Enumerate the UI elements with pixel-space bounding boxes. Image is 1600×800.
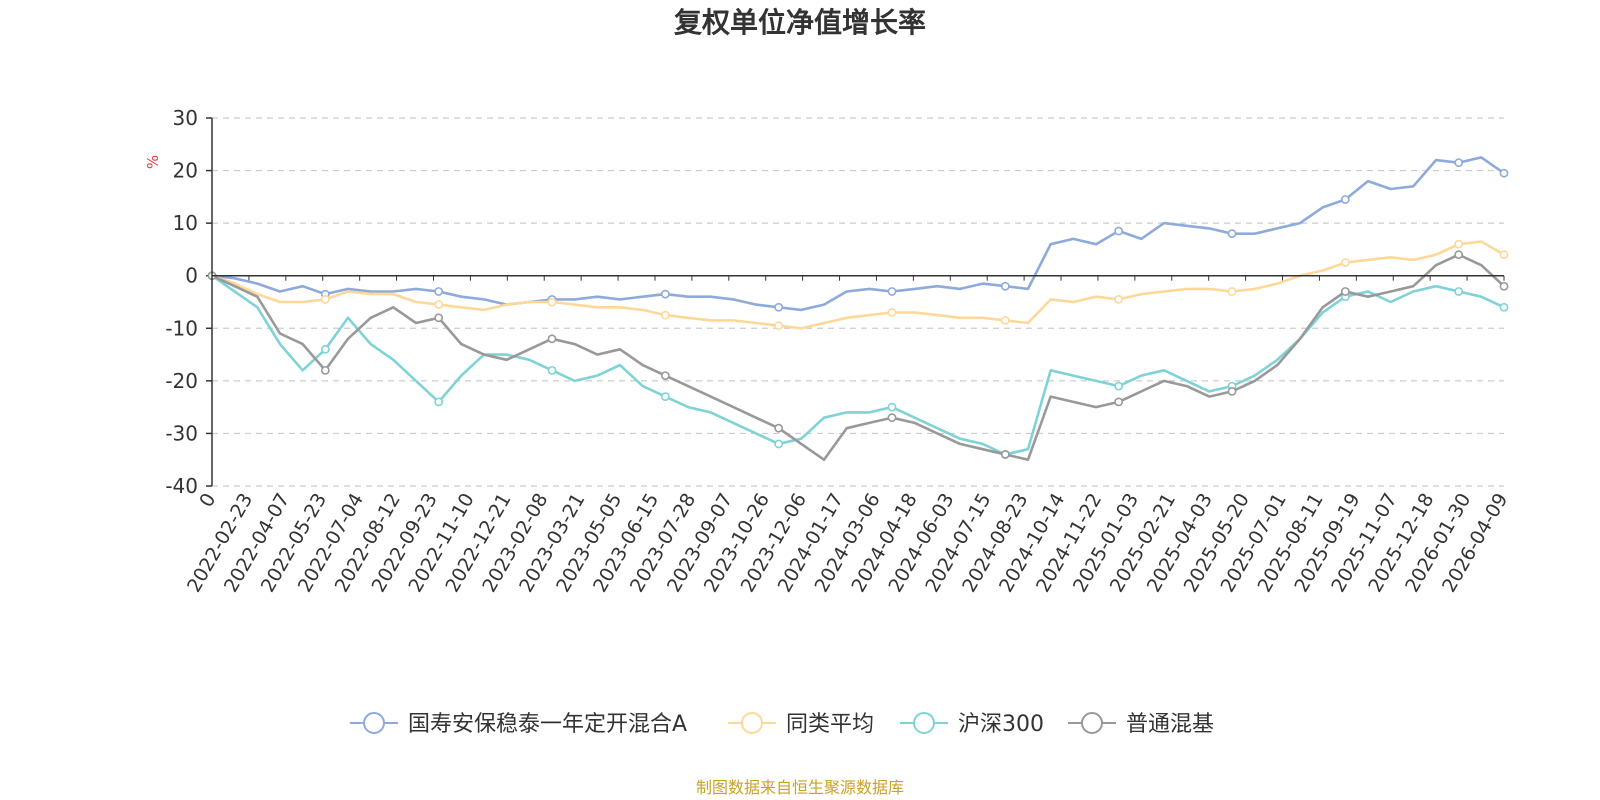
series-1 xyxy=(207,239,1509,331)
data-point xyxy=(1227,386,1237,396)
data-point xyxy=(660,289,670,299)
data-point xyxy=(660,392,670,402)
data-point xyxy=(547,334,557,344)
legend: 国寿安保稳泰一年定开混合A 同类平均 沪深300 普通混基 xyxy=(350,712,1214,737)
data-point xyxy=(434,397,444,407)
data-point xyxy=(1454,158,1464,168)
data-point xyxy=(1454,250,1464,260)
legend-marker xyxy=(1081,712,1103,734)
data-point xyxy=(887,402,897,412)
legend-marker xyxy=(913,712,935,734)
data-point xyxy=(1227,287,1237,296)
series-line xyxy=(211,253,1505,462)
series-line xyxy=(211,274,1505,456)
data-point xyxy=(1114,381,1124,391)
chart-title: 复权单位净值增长率 xyxy=(674,6,926,39)
data-point xyxy=(660,310,670,320)
data-point xyxy=(774,423,784,433)
data-point xyxy=(320,294,330,304)
legend-item[interactable]: 同类平均 xyxy=(728,712,874,737)
y-tick-label: 10 xyxy=(173,211,198,235)
data-point xyxy=(1499,250,1509,260)
data-point xyxy=(1114,226,1124,236)
legend-label: 沪深300 xyxy=(958,712,1044,737)
data-point xyxy=(660,371,670,380)
data-point xyxy=(1000,315,1010,325)
y-tick-label: -30 xyxy=(165,421,198,445)
data-point xyxy=(1499,302,1509,312)
data-point xyxy=(1114,397,1124,407)
legend-label: 普通混基 xyxy=(1126,712,1214,737)
y-tick-label: -20 xyxy=(165,369,198,393)
y-tick-label: 0 xyxy=(185,264,198,288)
grid xyxy=(212,117,1504,487)
data-point xyxy=(434,300,444,310)
data-point xyxy=(887,308,897,317)
data-point xyxy=(1454,287,1464,296)
data-point xyxy=(1454,239,1464,249)
data-point xyxy=(1499,168,1509,178)
data-point xyxy=(1000,450,1010,459)
series-0 xyxy=(207,156,1509,312)
y-axis-label: % xyxy=(144,155,162,169)
data-point xyxy=(887,413,897,423)
data-point xyxy=(1000,281,1010,291)
y-ticks: 30 20 10 0 -10 -20 -30 -40 xyxy=(165,106,212,498)
legend-item[interactable]: 普通混基 xyxy=(1068,712,1214,737)
data-point xyxy=(1340,287,1350,296)
data-point xyxy=(434,313,444,323)
y-tick-label: -10 xyxy=(165,316,198,340)
series-line xyxy=(211,156,1505,312)
data-point xyxy=(1499,281,1509,291)
data-point xyxy=(320,365,330,375)
legend-marker xyxy=(363,712,385,734)
y-tick-label: -40 xyxy=(165,474,198,498)
series-layer xyxy=(207,156,1509,462)
legend-item[interactable]: 沪深300 xyxy=(900,712,1044,737)
legend-marker xyxy=(741,712,763,734)
source-note: 制图数据来自恒生聚源数据库 xyxy=(696,778,904,797)
x-tick-label: 0 xyxy=(195,490,220,511)
data-point xyxy=(547,365,557,375)
data-point xyxy=(1340,195,1350,204)
legend-label: 同类平均 xyxy=(786,712,874,737)
series-line xyxy=(211,240,1505,330)
series-2 xyxy=(207,271,1509,459)
data-point xyxy=(1114,294,1124,304)
y-tick-label: 20 xyxy=(173,159,198,183)
y-tick-label: 30 xyxy=(173,106,198,130)
data-point xyxy=(320,344,330,354)
data-point xyxy=(774,302,784,312)
data-point xyxy=(887,287,897,296)
data-point xyxy=(774,439,784,449)
data-point xyxy=(434,287,444,296)
data-point xyxy=(1340,258,1350,267)
data-point xyxy=(774,321,784,331)
legend-label: 国寿安保稳泰一年定开混合A xyxy=(408,712,687,737)
legend-item[interactable]: 国寿安保稳泰一年定开混合A xyxy=(350,712,687,737)
series-3 xyxy=(207,250,1509,462)
data-point xyxy=(1227,229,1237,239)
data-point xyxy=(547,297,557,307)
